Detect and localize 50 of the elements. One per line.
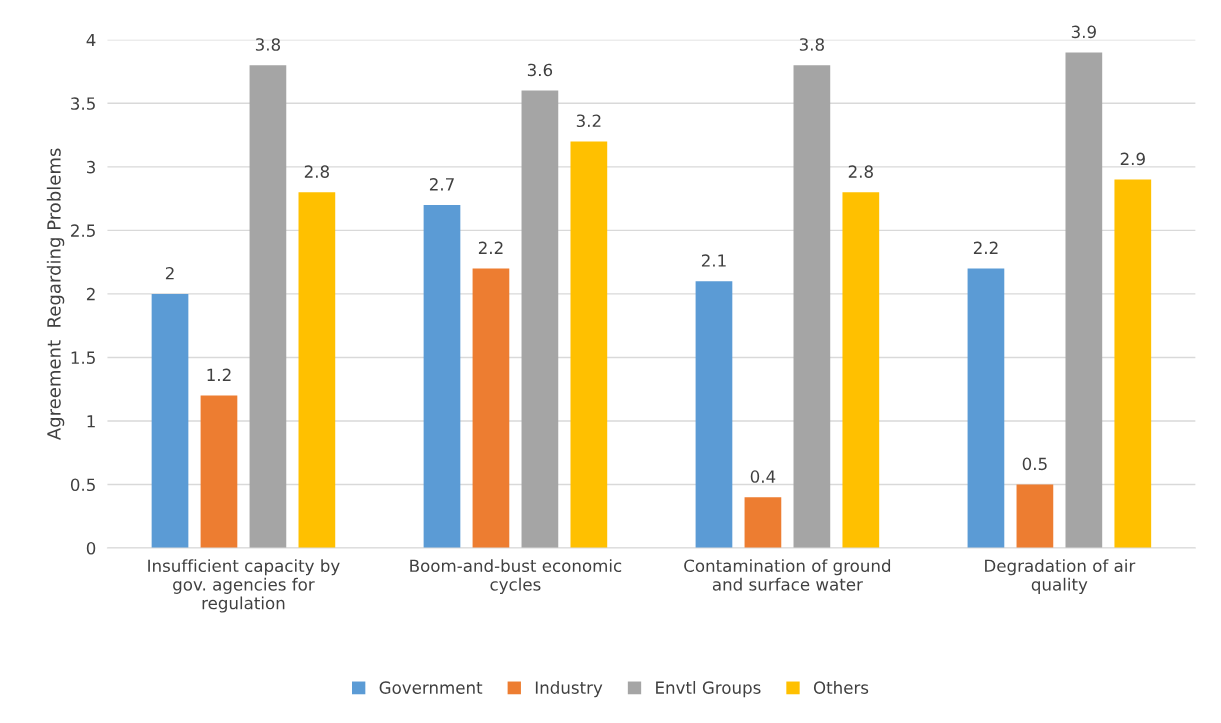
data-label: 2.9 (1120, 152, 1145, 166)
bar (842, 192, 880, 549)
y-tick-label: 1.5 (71, 351, 95, 364)
x-tick-label: Degradation of air quality (985, 559, 1136, 594)
bar (793, 65, 831, 549)
bar (744, 497, 782, 549)
y-tick-label: 4 (86, 33, 96, 47)
data-label: 2.1 (701, 254, 726, 267)
data-label: 0.4 (750, 470, 776, 483)
x-tick-label: Insufficient capacity by gov. agencies for regulation (148, 559, 340, 613)
legend-label: Envtl Groups (656, 681, 761, 698)
bar (521, 90, 559, 549)
bar (151, 293, 189, 549)
bar (967, 268, 1005, 549)
data-label: 1.2 (207, 368, 231, 381)
bar (298, 192, 336, 549)
bar (1016, 484, 1054, 549)
data-label: 2.8 (304, 165, 329, 178)
bar (1065, 52, 1103, 549)
legend-label: Industry (535, 681, 603, 698)
data-label: 3.9 (1071, 25, 1096, 39)
y-tick-label: 2.5 (71, 224, 95, 237)
bar (472, 268, 510, 549)
x-tick-label: Contamination of ground and surface water (684, 559, 891, 591)
bar (200, 395, 238, 549)
data-label: 2 (165, 266, 174, 280)
data-label: 2.2 (478, 241, 503, 254)
data-label: 3.8 (799, 38, 824, 51)
legend-label: Government (379, 681, 483, 694)
y-tick-label: 2 (86, 287, 95, 301)
data-label: 3.2 (576, 114, 601, 128)
y-tick-label: 0.5 (70, 478, 95, 492)
bar (570, 141, 608, 549)
bar (249, 65, 287, 549)
x-tick-label: Boom-and-bust economic cycles (410, 559, 622, 594)
bar (695, 281, 733, 549)
y-tick-label: 3 (87, 160, 95, 174)
data-label: 2.7 (429, 178, 454, 191)
y-tick-label: 0 (86, 542, 96, 555)
legend-label: Others (813, 681, 869, 694)
data-label: 3.8 (255, 38, 281, 51)
y-axis-title: Agreement Regarding Problems (46, 148, 65, 441)
y-tick-label: 3.5 (71, 97, 95, 110)
data-label: 0.5 (1022, 457, 1047, 471)
data-label: 2.8 (848, 165, 873, 178)
data-label: 3.6 (527, 63, 553, 77)
bar (1114, 179, 1152, 549)
y-tick-label: 1 (87, 415, 95, 428)
data-label: 2.2 (973, 241, 998, 254)
bar (423, 204, 461, 549)
